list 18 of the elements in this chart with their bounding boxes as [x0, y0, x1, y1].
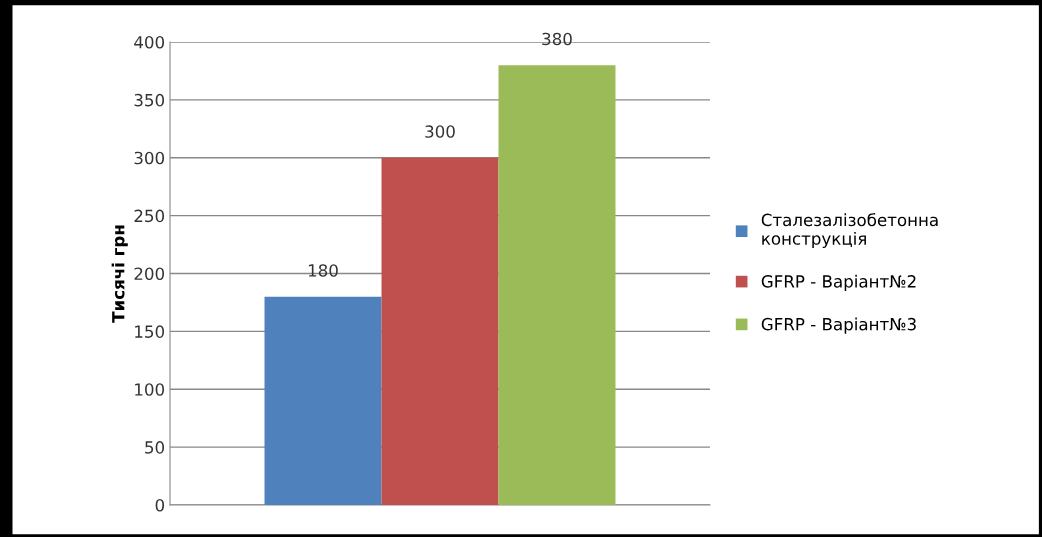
y-tick-label: 0 — [155, 498, 165, 512]
y-tick-label: 50 — [145, 441, 165, 454]
y-tick-label: 200 — [134, 267, 165, 281]
y-tick-label: 100 — [135, 383, 165, 396]
y-tick-label: 350 — [134, 93, 165, 107]
y-tick-label: 250 — [134, 209, 165, 223]
bar — [264, 296, 382, 505]
data-label: 300 — [425, 125, 455, 138]
bar — [498, 65, 616, 505]
y-tick-label: 300 — [134, 151, 165, 165]
y-axis-title: Тисячі грн — [111, 225, 128, 323]
legend-label: GFRP - Варіант№3 — [761, 317, 916, 334]
bar — [381, 157, 499, 505]
y-tick-label: 400 — [134, 35, 165, 49]
data-label: 380 — [542, 32, 572, 46]
legend-label: GFRP - Варіант№2 — [761, 274, 916, 291]
y-tick-label: 150 — [135, 325, 165, 338]
legend-label: Сталезалізобетонна конструкція — [761, 213, 938, 249]
